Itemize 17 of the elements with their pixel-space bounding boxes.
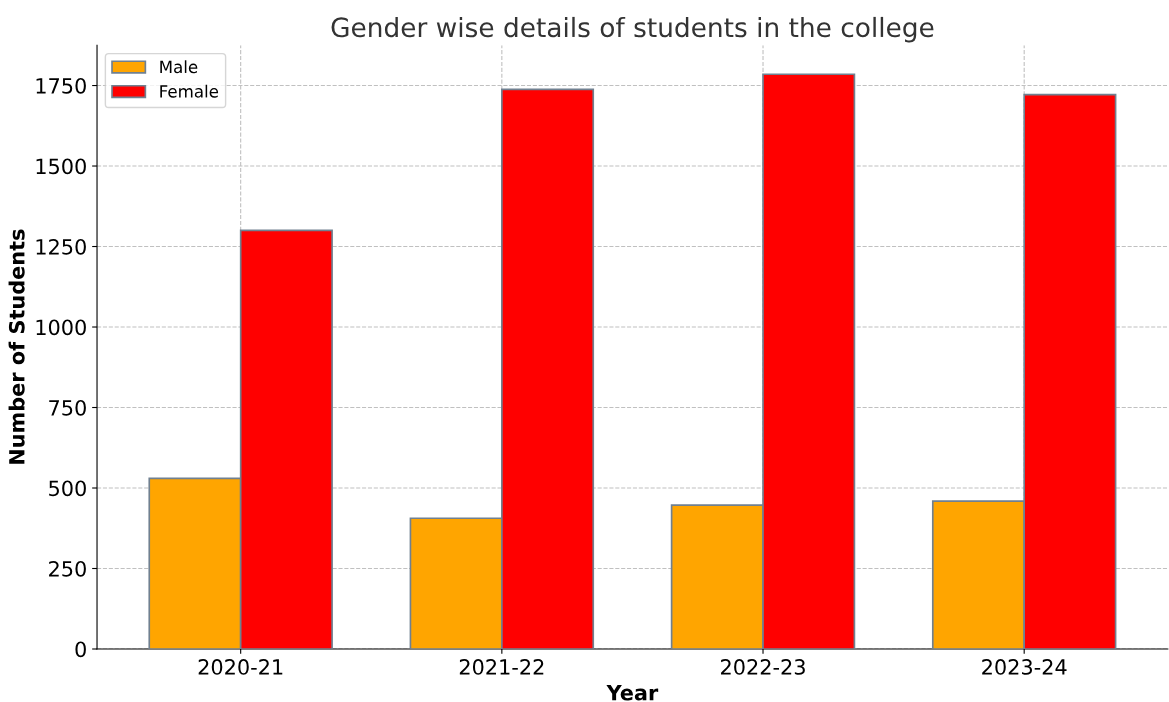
y-tick-label: 0	[75, 641, 86, 658]
x-tick-label: 2021-22	[459, 659, 544, 675]
y-axis-title: Number of Students	[8, 229, 25, 464]
chart-title: Gender wise details of students in the college	[331, 16, 934, 43]
y-tick-label: 500	[49, 480, 86, 497]
x-tick-label: 2022-23	[721, 659, 805, 675]
legend-label: Male	[160, 60, 198, 74]
legend-label: Female	[160, 84, 219, 98]
x-axis-title: Year	[606, 685, 659, 701]
y-tick-label: 1750	[36, 77, 86, 94]
y-tick-label: 750	[49, 399, 86, 416]
y-tick-label: 1500	[36, 158, 86, 175]
y-tick-label: 250	[49, 560, 86, 577]
x-tick-label: 2020-21	[198, 659, 283, 675]
y-tick-label: 1000	[36, 319, 86, 336]
x-tick-label: 2023-24	[982, 659, 1067, 675]
y-tick-label: 1250	[36, 238, 86, 255]
